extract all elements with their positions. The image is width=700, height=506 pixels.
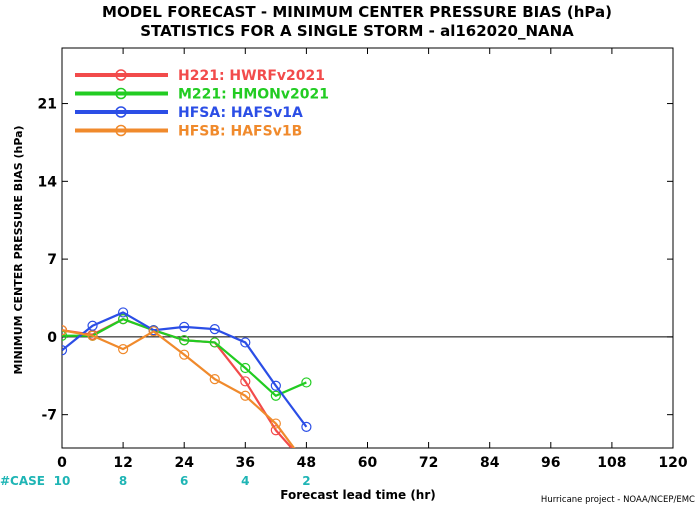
series-point	[301, 421, 312, 432]
series-point	[240, 390, 251, 401]
series-point	[179, 335, 190, 346]
x-tick-label: 12	[113, 455, 132, 471]
series-point	[179, 349, 190, 360]
legend: H221: HWRFv2021 M221: HMONv2021 HFSA: HAFS…	[75, 68, 329, 140]
series-line-3	[62, 311, 308, 428]
series-point	[240, 362, 251, 374]
series-point	[270, 390, 281, 401]
series-point	[62, 330, 68, 341]
x-tick-label: 108	[597, 455, 626, 471]
series-line-4	[62, 329, 296, 448]
case-counts: #CASE 10 8 6 4 2	[0, 474, 311, 488]
x-tick-label: 36	[236, 455, 255, 471]
series-point	[270, 418, 281, 429]
case-count: 8	[119, 474, 127, 488]
series-point	[62, 345, 68, 356]
series-group	[62, 307, 312, 448]
legend-marker	[115, 124, 127, 137]
plot-area	[61, 47, 674, 449]
series-point	[209, 324, 220, 335]
series-point	[209, 374, 220, 385]
case-count: 10	[54, 474, 71, 488]
legend-label: HFSB: HAFSv1B	[178, 124, 302, 140]
y-tick-label: 14	[38, 174, 58, 190]
legend-marker	[115, 106, 127, 118]
series-point	[240, 376, 251, 387]
y-axis-ticks: -7 0 7 14 21	[38, 97, 673, 424]
series-line-2	[62, 318, 307, 397]
case-count: 4	[241, 474, 249, 488]
series-point	[117, 344, 129, 355]
series-point	[62, 325, 68, 336]
series-point	[148, 326, 159, 337]
x-tick-label: 0	[57, 455, 67, 471]
series-point	[117, 307, 129, 318]
legend-marker	[115, 69, 127, 81]
chart-title: MODEL FORECAST - MINIMUM CENTER PRESSURE…	[102, 3, 612, 21]
y-tick-label: 21	[38, 97, 57, 113]
y-tick-label: 7	[47, 252, 57, 268]
credit-text: Hurricane project - NOAA/NCEP/EMC	[541, 495, 695, 505]
y-tick-label: 0	[47, 330, 57, 346]
series-point	[270, 380, 281, 391]
series-point	[209, 337, 220, 348]
x-tick-label: 84	[480, 455, 500, 471]
x-axis-ticks: 0 12 24 36 48 60 72 84 96 108 120	[57, 48, 688, 471]
x-axis-label: Forecast lead time (hr)	[280, 488, 436, 502]
x-tick-label: 48	[297, 455, 316, 471]
x-tick-label: 72	[419, 455, 438, 471]
series-point	[87, 320, 98, 331]
case-count: 2	[302, 474, 310, 488]
series-point	[87, 330, 98, 341]
x-tick-label: 96	[541, 455, 560, 471]
y-axis-label: MINIMUM CENTER PRESSURE BIAS (hPa)	[12, 125, 25, 374]
series-point	[240, 337, 251, 348]
chart-subtitle: STATISTICS FOR A SINGLE STORM - al162020…	[140, 22, 574, 40]
series-point	[179, 321, 190, 332]
x-tick-label: 60	[358, 455, 378, 471]
plot-series	[62, 307, 312, 448]
x-tick-label: 24	[174, 455, 194, 471]
legend-label: H221: HWRFv2021	[178, 68, 325, 84]
series-point	[301, 377, 312, 388]
case-count: 6	[180, 474, 188, 488]
y-tick-label: -7	[41, 408, 57, 424]
case-label: #CASE	[0, 474, 45, 488]
x-tick-label: 120	[658, 455, 687, 471]
series-point	[117, 314, 129, 325]
legend-label: HFSA: HAFSv1A	[178, 105, 303, 121]
legend-marker	[115, 87, 127, 100]
legend-label: M221: HMONv2021	[178, 87, 329, 103]
